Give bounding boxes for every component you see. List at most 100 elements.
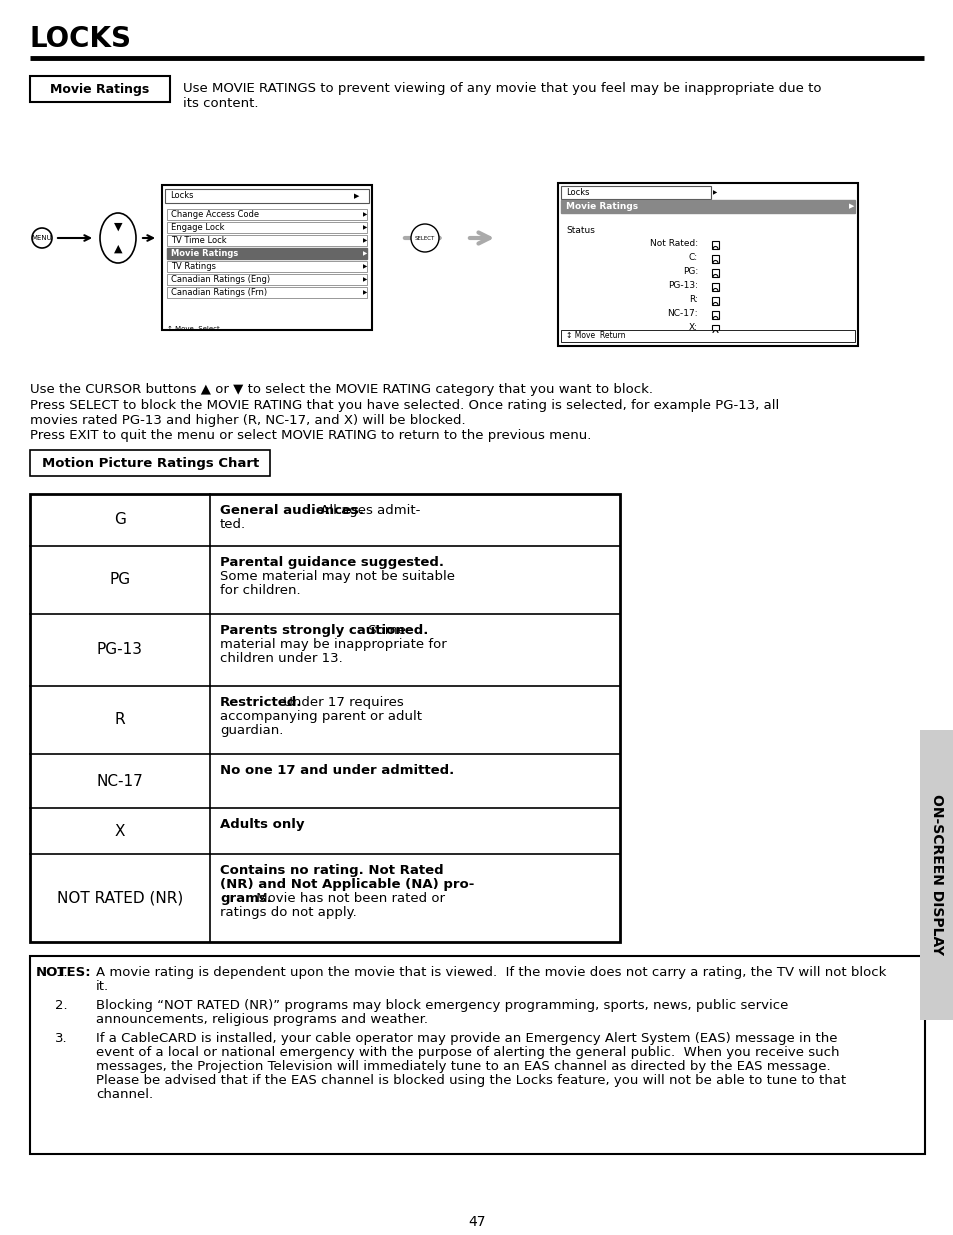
- Text: ▶: ▶: [363, 251, 367, 256]
- Text: Contains no rating. Not Rated: Contains no rating. Not Rated: [220, 864, 443, 877]
- Text: announcements, religious programs and weather.: announcements, religious programs and we…: [96, 1013, 428, 1026]
- Text: 2.: 2.: [55, 999, 68, 1011]
- Text: 1.: 1.: [55, 966, 68, 979]
- Text: Movie Ratings: Movie Ratings: [51, 83, 150, 95]
- Text: Some material may not be suitable: Some material may not be suitable: [220, 571, 455, 583]
- Text: ▶: ▶: [363, 238, 367, 243]
- Text: ↕ Move  Return: ↕ Move Return: [565, 331, 625, 340]
- Text: guardian.: guardian.: [220, 724, 283, 737]
- Bar: [711, 311, 719, 319]
- Text: Please be advised that if the EAS channel is blocked using the Locks feature, yo: Please be advised that if the EAS channe…: [96, 1074, 845, 1087]
- Bar: [30, 494, 619, 942]
- Bar: [162, 185, 372, 330]
- Text: Restricted.: Restricted.: [220, 697, 302, 709]
- Text: NC-17: NC-17: [96, 773, 143, 788]
- Text: All ages admit-: All ages admit-: [315, 504, 419, 517]
- Bar: [560, 330, 854, 342]
- Text: Adults only: Adults only: [220, 818, 304, 831]
- Bar: [711, 296, 719, 305]
- Text: material may be inappropriate for: material may be inappropriate for: [220, 638, 446, 651]
- Text: NC-17:: NC-17:: [667, 309, 698, 317]
- Text: PG-13: PG-13: [97, 642, 143, 657]
- Bar: [711, 325, 719, 333]
- Text: Use MOVIE RATINGS to prevent viewing of any movie that you feel may be inappropr: Use MOVIE RATINGS to prevent viewing of …: [183, 82, 821, 95]
- Text: channel.: channel.: [96, 1088, 153, 1100]
- Text: X: X: [114, 824, 125, 839]
- Text: ▶: ▶: [712, 190, 717, 195]
- Bar: [167, 261, 367, 272]
- Circle shape: [411, 224, 438, 252]
- Text: TV Time Lock: TV Time Lock: [171, 236, 227, 245]
- Text: messages, the Projection Television will immediately tune to an EAS channel as d: messages, the Projection Television will…: [96, 1060, 830, 1073]
- Text: X:: X:: [688, 324, 698, 332]
- Text: ON-SCREEN DISPLAY: ON-SCREEN DISPLAY: [929, 794, 943, 956]
- Text: ▶: ▶: [363, 264, 367, 269]
- Bar: [167, 248, 367, 259]
- Text: General audiences.: General audiences.: [220, 504, 364, 517]
- Text: ↕ Move  Select: ↕ Move Select: [167, 326, 219, 332]
- Circle shape: [32, 228, 52, 248]
- Text: Engage Lock: Engage Lock: [171, 224, 224, 232]
- Text: Change Access Code: Change Access Code: [171, 210, 259, 219]
- Text: ▶: ▶: [354, 193, 359, 199]
- Bar: [167, 235, 367, 246]
- Bar: [167, 222, 367, 233]
- Text: Parental guidance suggested.: Parental guidance suggested.: [220, 556, 443, 569]
- Bar: [711, 254, 719, 263]
- Text: PG: PG: [110, 573, 131, 588]
- Text: G: G: [114, 513, 126, 527]
- Text: R:: R:: [688, 295, 698, 304]
- Text: If a CableCARD is installed, your cable operator may provide an Emergency Alert : If a CableCARD is installed, your cable …: [96, 1032, 837, 1045]
- Text: TV Ratings: TV Ratings: [171, 262, 215, 270]
- Ellipse shape: [100, 212, 136, 263]
- Text: No one 17 and under admitted.: No one 17 and under admitted.: [220, 764, 454, 777]
- Text: it.: it.: [96, 981, 109, 993]
- Text: Canadian Ratings (Frn): Canadian Ratings (Frn): [171, 288, 267, 296]
- Text: Motion Picture Ratings Chart: Motion Picture Ratings Chart: [42, 457, 259, 469]
- Bar: [30, 956, 924, 1153]
- Text: ▶: ▶: [363, 277, 367, 282]
- Bar: [919, 730, 953, 1020]
- Text: NOTES:: NOTES:: [36, 966, 91, 979]
- Bar: [30, 77, 170, 103]
- Text: NOT RATED (NR): NOT RATED (NR): [57, 890, 183, 905]
- Text: Some: Some: [363, 624, 405, 637]
- Bar: [711, 241, 719, 249]
- Text: movies rated PG-13 and higher (R, NC-17, and X) will be blocked.: movies rated PG-13 and higher (R, NC-17,…: [30, 414, 465, 427]
- Text: 47: 47: [468, 1215, 485, 1229]
- Text: Press EXIT to quit the menu or select MOVIE RATING to return to the previous men: Press EXIT to quit the menu or select MO…: [30, 430, 591, 442]
- Text: children under 13.: children under 13.: [220, 652, 342, 664]
- Text: Movie Ratings: Movie Ratings: [565, 203, 638, 211]
- Text: Movie has not been rated or: Movie has not been rated or: [252, 892, 444, 905]
- Bar: [560, 200, 854, 212]
- Text: grams.: grams.: [220, 892, 272, 905]
- Bar: [167, 209, 367, 220]
- Text: ted.: ted.: [220, 517, 246, 531]
- Text: A movie rating is dependent upon the movie that is viewed.  If the movie does no: A movie rating is dependent upon the mov…: [96, 966, 885, 979]
- Text: Movie Ratings: Movie Ratings: [171, 249, 238, 258]
- Bar: [167, 274, 367, 285]
- Text: ▼: ▼: [113, 222, 122, 232]
- Text: Locks: Locks: [170, 191, 193, 200]
- Text: Parents strongly cautioned.: Parents strongly cautioned.: [220, 624, 428, 637]
- Text: Press SELECT to block the MOVIE RATING that you have selected. Once rating is se: Press SELECT to block the MOVIE RATING t…: [30, 399, 779, 411]
- Text: R: R: [114, 713, 125, 727]
- Text: Status: Status: [565, 226, 595, 235]
- Text: ▲: ▲: [113, 245, 122, 254]
- Text: ▶: ▶: [363, 290, 367, 295]
- Text: Blocking “NOT RATED (NR)” programs may block emergency programming, sports, news: Blocking “NOT RATED (NR)” programs may b…: [96, 999, 787, 1011]
- Text: C:: C:: [688, 253, 698, 262]
- Text: ratings do not apply.: ratings do not apply.: [220, 906, 356, 919]
- Bar: [560, 186, 710, 199]
- Text: Under 17 requires: Under 17 requires: [278, 697, 403, 709]
- Text: Not Rated:: Not Rated:: [649, 240, 698, 248]
- Text: ▶: ▶: [848, 204, 854, 210]
- Text: ▶: ▶: [363, 212, 367, 217]
- Text: 3.: 3.: [55, 1032, 68, 1045]
- Text: (NR) and Not Applicable (NA) pro-: (NR) and Not Applicable (NA) pro-: [220, 878, 474, 890]
- Text: Use the CURSOR buttons ▲ or ▼ to select the MOVIE RATING category that you want : Use the CURSOR buttons ▲ or ▼ to select …: [30, 383, 652, 396]
- Text: Canadian Ratings (Eng): Canadian Ratings (Eng): [171, 275, 270, 284]
- Text: event of a local or national emergency with the purpose of alerting the general : event of a local or national emergency w…: [96, 1046, 839, 1058]
- Text: SELECT: SELECT: [415, 236, 435, 241]
- Bar: [711, 283, 719, 291]
